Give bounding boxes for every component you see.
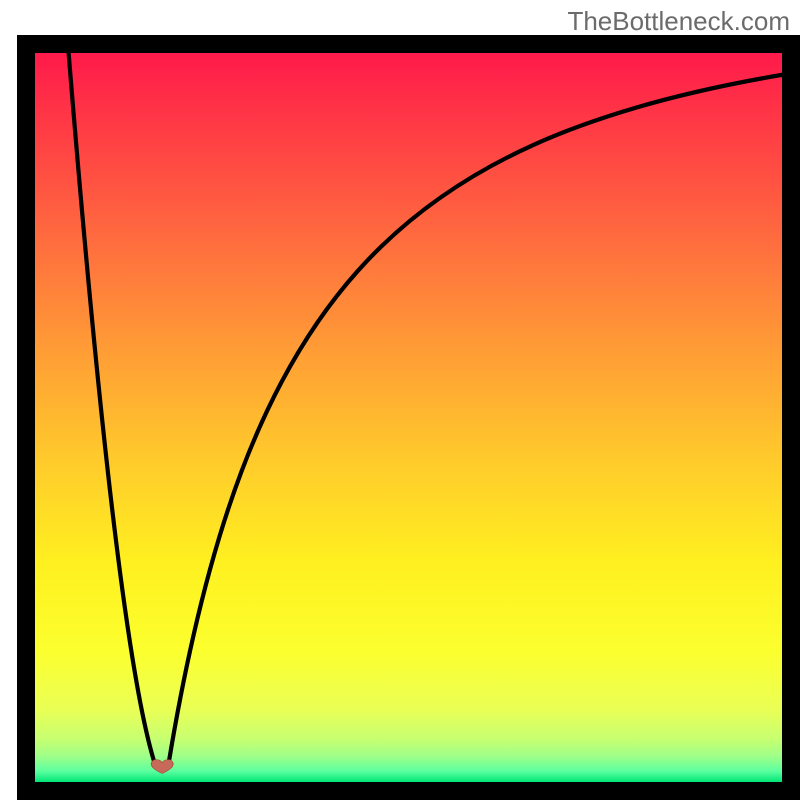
watermark-text: TheBottleneck.com xyxy=(567,6,790,37)
plot-area xyxy=(35,53,782,782)
bottleneck-curve xyxy=(35,53,782,782)
curve-left-branch xyxy=(69,53,156,767)
optimal-marker-heart-icon xyxy=(148,756,176,775)
curve-right-branch xyxy=(168,75,782,768)
heart-icon xyxy=(151,760,173,774)
